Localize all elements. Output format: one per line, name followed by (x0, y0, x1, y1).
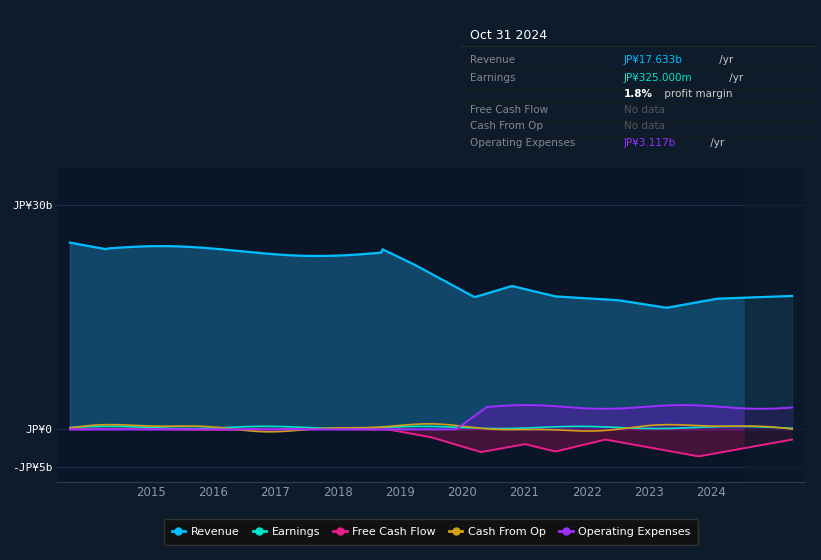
Text: 1.8%: 1.8% (624, 88, 653, 99)
Text: /yr: /yr (707, 138, 724, 147)
Text: JP¥3.117b: JP¥3.117b (624, 138, 676, 147)
Bar (745, 168, 805, 482)
Text: Earnings: Earnings (470, 73, 516, 83)
Text: Free Cash Flow: Free Cash Flow (470, 105, 548, 115)
Text: /yr: /yr (716, 55, 733, 65)
Text: JP¥17.633b: JP¥17.633b (624, 55, 682, 65)
Text: Cash From Op: Cash From Op (470, 121, 544, 130)
Text: profit margin: profit margin (661, 88, 732, 99)
Text: Oct 31 2024: Oct 31 2024 (470, 29, 548, 42)
Text: /yr: /yr (726, 73, 743, 83)
Text: No data: No data (624, 121, 664, 130)
Text: Operating Expenses: Operating Expenses (470, 138, 576, 147)
Text: Revenue: Revenue (470, 55, 516, 65)
Legend: Revenue, Earnings, Free Cash Flow, Cash From Op, Operating Expenses: Revenue, Earnings, Free Cash Flow, Cash … (164, 519, 698, 545)
Text: No data: No data (624, 105, 664, 115)
Text: JP¥325.000m: JP¥325.000m (624, 73, 692, 83)
